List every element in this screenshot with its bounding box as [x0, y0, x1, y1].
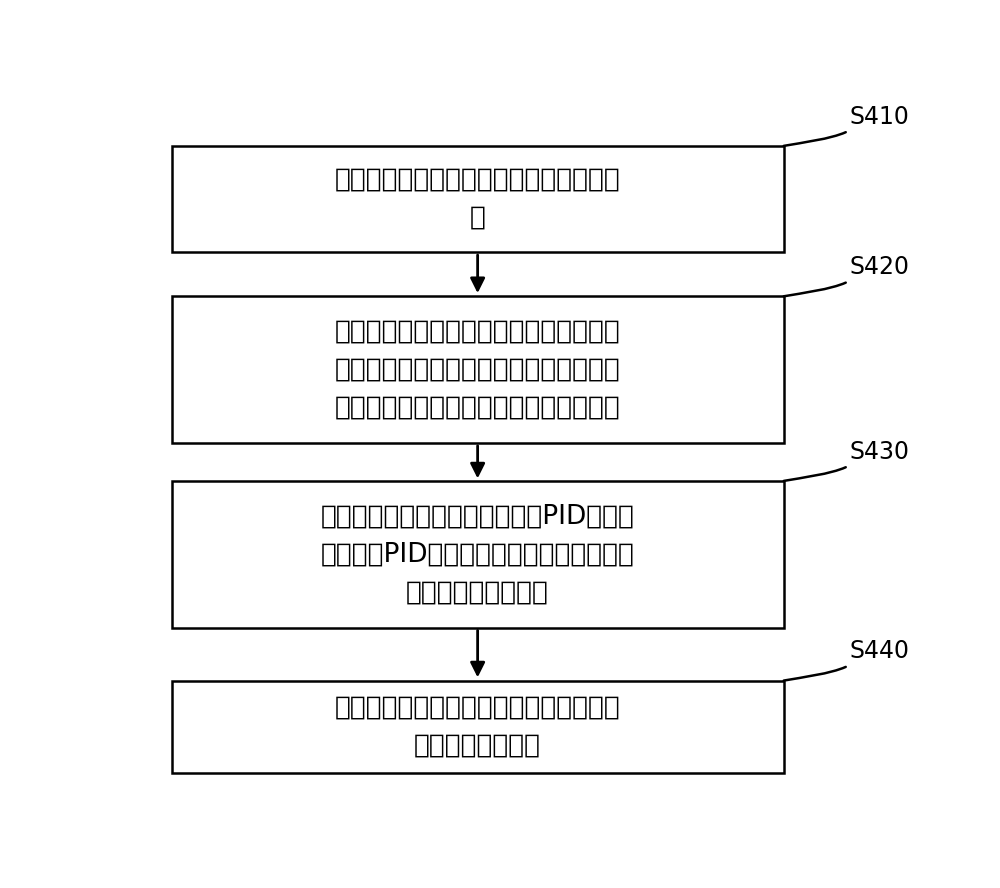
Bar: [172, 146, 784, 252]
Bar: [172, 297, 784, 443]
Text: 将第一温度差和第一温度差变化率输入模
糊控制器中，通过模糊控制器根据第一温
度差和第一温度差变化率输出参数调整量: 将第一温度差和第一温度差变化率输入模 糊控制器中，通过模糊控制器根据第一温 度差…: [335, 319, 620, 421]
Text: S420: S420: [850, 255, 910, 279]
Text: S430: S430: [850, 440, 910, 464]
Text: S410: S410: [850, 105, 910, 129]
Bar: [172, 680, 784, 773]
Text: 将第一温度差和参数调整量输入PID控制器
中，通过PID控制器根据第一温度差和参数
调整量输出控制信号: 将第一温度差和参数调整量输入PID控制器 中，通过PID控制器根据第一温度差和参…: [321, 503, 635, 606]
Text: 根据控制信号控制温度调节装置对当前环
境的温度进行调节: 根据控制信号控制温度调节装置对当前环 境的温度进行调节: [335, 694, 620, 758]
Bar: [172, 481, 784, 628]
Text: 根据第一温度差，确定出第一温度差变化
率: 根据第一温度差，确定出第一温度差变化 率: [335, 167, 620, 231]
Text: S440: S440: [850, 639, 910, 663]
